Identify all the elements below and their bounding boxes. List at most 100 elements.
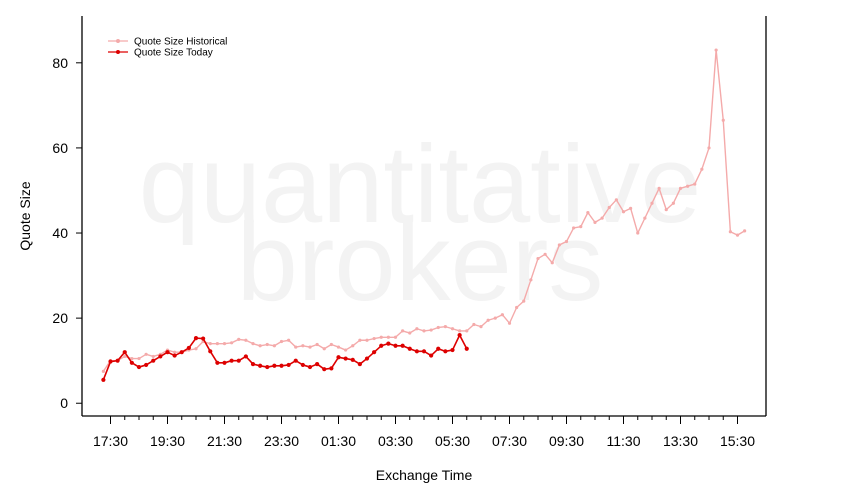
x-tick-label: 03:30 xyxy=(378,433,413,449)
data-point xyxy=(137,356,141,361)
data-point xyxy=(472,322,476,327)
data-point xyxy=(522,299,526,303)
series-historical xyxy=(101,48,747,373)
data-point xyxy=(664,208,668,212)
data-point xyxy=(515,305,519,310)
data-point xyxy=(108,359,113,364)
data-point xyxy=(579,225,583,229)
data-point xyxy=(144,362,149,368)
data-point xyxy=(572,226,576,230)
data-point xyxy=(543,252,547,256)
data-point xyxy=(272,344,276,348)
data-point xyxy=(586,210,590,215)
data-point xyxy=(301,344,305,348)
data-point xyxy=(429,328,433,332)
x-tick-label: 21:30 xyxy=(207,433,242,449)
data-point xyxy=(315,342,319,347)
data-point xyxy=(115,358,120,363)
x-tick-label: 19:30 xyxy=(150,433,185,449)
data-point xyxy=(343,356,348,361)
watermark-line-1: quantitative xyxy=(139,123,702,246)
data-point xyxy=(123,354,127,359)
data-point xyxy=(265,342,269,347)
data-point xyxy=(165,350,170,355)
data-point xyxy=(136,364,142,370)
data-point xyxy=(728,230,732,234)
data-point xyxy=(500,313,504,317)
data-point xyxy=(265,364,270,370)
data-point xyxy=(329,342,333,347)
data-point xyxy=(344,348,348,352)
data-point xyxy=(215,342,219,346)
data-point xyxy=(372,350,377,355)
data-point xyxy=(329,366,334,371)
y-tick-label: 40 xyxy=(52,225,68,241)
y-tick-label: 60 xyxy=(52,140,68,156)
data-point xyxy=(671,201,675,205)
x-tick-label: 01:30 xyxy=(321,433,356,449)
data-point xyxy=(222,360,227,365)
data-point xyxy=(193,336,199,341)
data-point xyxy=(230,341,234,345)
data-point xyxy=(350,357,355,362)
data-point xyxy=(643,216,647,220)
data-point xyxy=(436,325,440,330)
data-point xyxy=(173,350,177,354)
data-point xyxy=(557,243,561,247)
y-tick-label: 80 xyxy=(52,55,68,71)
watermark-line-2: brokers xyxy=(237,201,604,324)
data-point xyxy=(294,345,298,349)
data-point xyxy=(450,347,455,353)
data-point xyxy=(130,356,134,361)
y-tick-label: 0 xyxy=(60,395,68,411)
data-point xyxy=(286,362,291,368)
data-point xyxy=(308,345,312,349)
data-point xyxy=(365,338,369,342)
data-point xyxy=(158,354,163,359)
data-point xyxy=(479,325,483,329)
data-point xyxy=(272,363,277,368)
x-tick-label: 15:30 xyxy=(720,433,755,449)
data-point xyxy=(251,342,255,346)
data-point xyxy=(621,210,626,214)
data-point xyxy=(486,318,490,322)
data-point xyxy=(151,354,155,359)
data-point xyxy=(529,278,533,282)
data-point xyxy=(714,48,718,52)
data-point xyxy=(122,350,127,355)
data-point xyxy=(421,349,427,354)
data-point xyxy=(386,341,391,346)
data-point xyxy=(336,355,341,360)
data-point xyxy=(443,325,447,329)
data-point xyxy=(364,356,370,361)
x-tick-label: 23:30 xyxy=(264,433,299,449)
data-point xyxy=(315,361,320,367)
data-point xyxy=(436,346,441,351)
legend-today-marker xyxy=(116,50,120,54)
data-point xyxy=(244,338,248,342)
data-point xyxy=(372,336,376,341)
data-point xyxy=(208,349,213,354)
data-point xyxy=(407,346,412,351)
data-point xyxy=(243,354,248,359)
data-point xyxy=(564,239,569,244)
data-point xyxy=(393,343,398,348)
data-point xyxy=(593,220,597,224)
data-point xyxy=(194,347,198,351)
data-point xyxy=(379,343,384,348)
data-point xyxy=(129,360,134,365)
data-point xyxy=(386,335,390,339)
data-point xyxy=(351,344,355,348)
x-axis-title: Exchange Time xyxy=(376,467,473,483)
data-point xyxy=(236,358,241,363)
data-point xyxy=(493,316,497,320)
x-tick-label: 17:30 xyxy=(93,433,128,449)
data-point xyxy=(179,350,184,355)
data-point xyxy=(408,331,412,335)
data-point xyxy=(657,186,661,190)
data-point xyxy=(357,361,362,367)
x-tick-label: 07:30 xyxy=(492,433,527,449)
data-point xyxy=(721,118,725,122)
data-point xyxy=(629,206,633,210)
